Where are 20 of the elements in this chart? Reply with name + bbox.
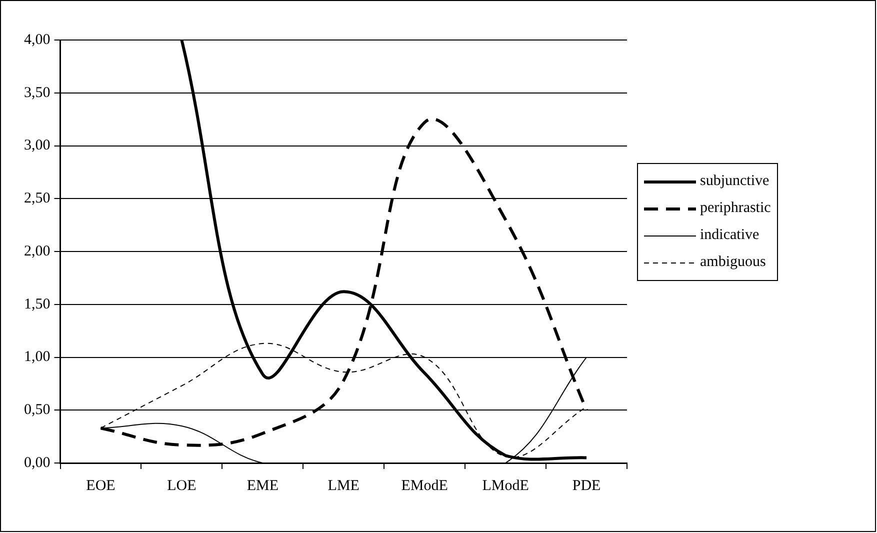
y-tick-label: 0,00 — [24, 454, 50, 471]
legend-label: subjunctive — [700, 173, 770, 190]
y-tick-label: 0,50 — [24, 402, 50, 418]
x-tick-label: LOE — [167, 478, 196, 494]
y-tick-label: 3,50 — [24, 84, 50, 101]
x-tick-label: EOE — [86, 478, 116, 494]
y-tick-label: 3,00 — [24, 138, 50, 154]
y-tick-label: 1,00 — [24, 349, 50, 366]
y-tick-label: 2,50 — [24, 190, 50, 207]
x-tick-label: EME — [246, 478, 278, 494]
x-tick-label: PDE — [572, 478, 601, 494]
y-tick-label: 4,00 — [24, 32, 50, 48]
x-tick-label: LME — [328, 478, 360, 494]
x-tick-label: EModE — [401, 478, 448, 494]
y-tick-label: 1,50 — [24, 296, 50, 312]
legend-label: ambiguous — [700, 254, 766, 271]
legend-label: periphrastic — [700, 200, 771, 217]
legend-label: indicative — [700, 227, 760, 244]
y-tick-label: 2,00 — [24, 243, 50, 260]
x-tick-label: LModE — [482, 478, 529, 494]
